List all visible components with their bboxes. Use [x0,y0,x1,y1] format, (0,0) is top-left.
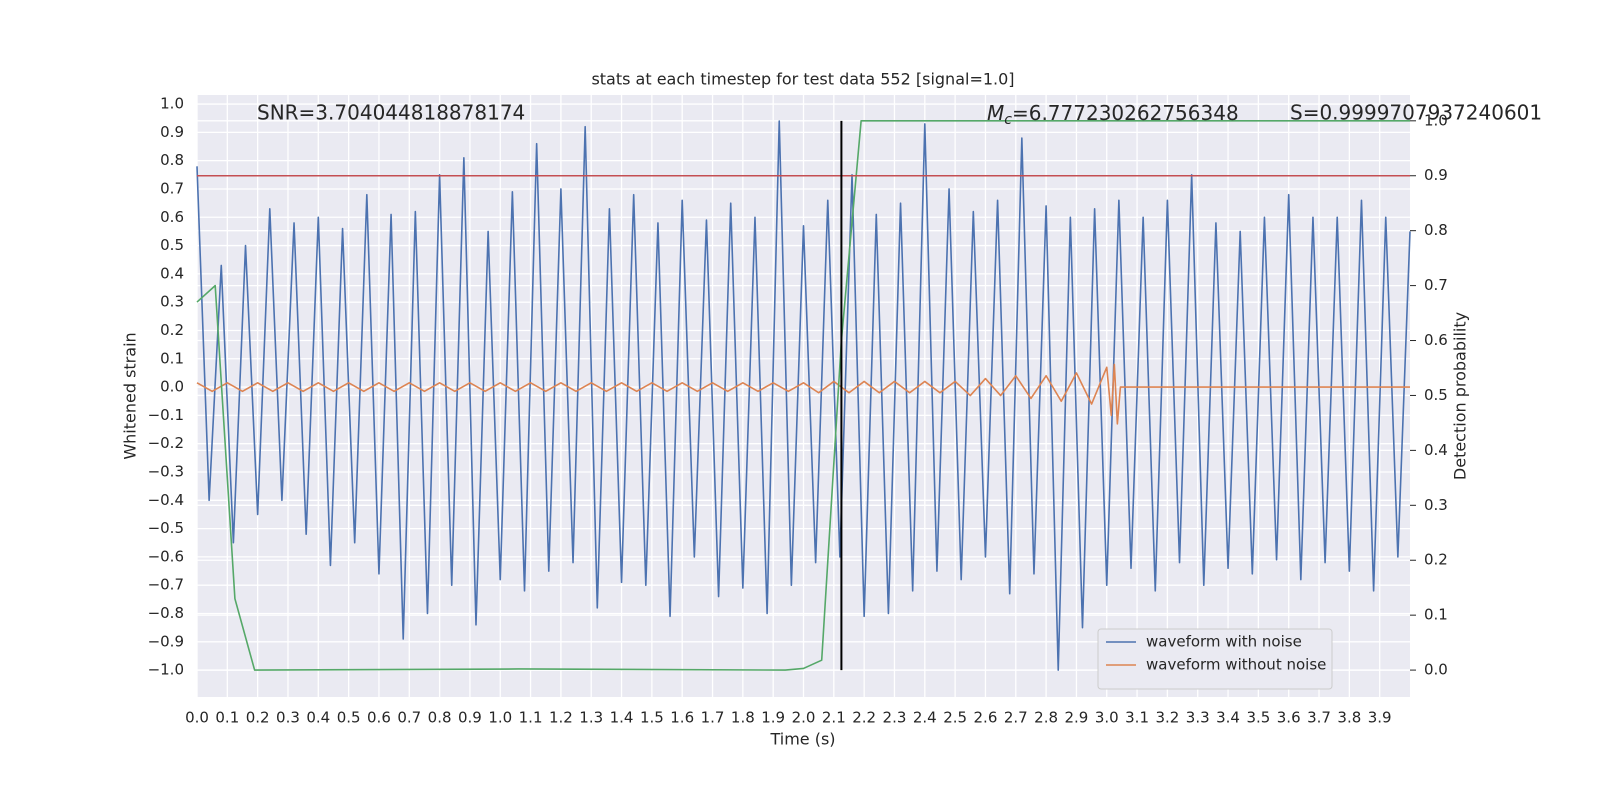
x-tick-label: 1.2 [549,709,573,727]
legend-label: waveform without noise [1146,656,1326,674]
y-tick-label: 0.3 [160,293,184,311]
series-line [196,120,1411,671]
annotation-text: =6.777230262756348 [1012,101,1239,125]
x-tick-label: 3.4 [1216,709,1240,727]
y-tick-label: −0.7 [148,576,184,594]
y-tick-label: 0.9 [160,123,184,141]
legend-label: waveform with noise [1146,633,1302,651]
x-tick-label: 3.5 [1246,709,1270,727]
y2-tick-label: 0.0 [1424,661,1448,679]
y2-tick-label: 1.0 [1424,111,1448,129]
x-tick-label: 2.6 [974,709,998,727]
x-tick-label: 0.7 [397,709,421,727]
y2-tick-label: 0.9 [1424,166,1448,184]
y-tick-label: 0.2 [160,321,184,339]
x-tick-label: 1.0 [488,709,512,727]
x-tick-label: 0.5 [337,709,361,727]
y-tick-label: 1.0 [160,95,184,113]
annotation: SNR=3.704044818878174 [257,101,525,125]
x-tick-label: 1.9 [761,709,785,727]
x-tick-label: 2.7 [1004,709,1028,727]
series-line [196,120,1410,671]
y2-axis-label: Detection probability [1451,312,1470,480]
annotation: Mc=6.777230262756348 [987,101,1239,129]
y-tick-label: 0.8 [160,151,184,169]
y-tick-label: −0.6 [148,547,184,565]
y2-tick-label: 0.8 [1424,221,1448,239]
y-tick-label: −0.5 [148,519,184,537]
x-tick-label: 2.0 [792,709,816,727]
x-tick-label: 0.6 [367,709,391,727]
x-tick-label: 3.3 [1186,709,1210,727]
y-axis-label: Whitened strain [121,332,140,459]
x-tick-label: 1.4 [610,709,634,727]
x-tick-label: 2.2 [852,709,876,727]
x-axis-label: Time (s) [769,730,835,749]
y2-tick-label: 0.6 [1424,331,1448,349]
y2-tick-label: 0.2 [1424,551,1448,569]
y2-tick-label: 0.5 [1424,386,1448,404]
x-tick-label: 1.3 [579,709,603,727]
x-tick-label: 0.1 [215,709,239,727]
y-tick-label: 0.1 [160,349,184,367]
x-tick-label: 3.8 [1337,709,1361,727]
x-tick-label: 3.2 [1155,709,1179,727]
y-tick-label: −1.0 [148,661,184,679]
x-tick-label: 3.0 [1095,709,1119,727]
series-line [196,363,1410,425]
chart-title: stats at each timestep for test data 552… [591,70,1014,89]
y-tick-label: −0.9 [148,632,184,650]
y-tick-label: 0.7 [160,179,184,197]
x-tick-label: 1.7 [701,709,725,727]
y-tick-label: −0.3 [148,462,184,480]
x-tick-label: 0.3 [276,709,300,727]
annotation: S=0.9999707937240601 [1290,101,1542,125]
x-tick-label: 2.8 [1034,709,1058,727]
y-tick-label: 0.0 [160,378,184,396]
x-tick-label: 2.4 [913,709,937,727]
x-tick-label: 2.5 [943,709,967,727]
y-tick-label: −0.1 [148,406,184,424]
x-tick-label: 3.9 [1368,709,1392,727]
x-tick-label: 2.9 [1064,709,1088,727]
x-tick-label: 0.8 [428,709,452,727]
x-tick-label: 3.6 [1277,709,1301,727]
y2-tick-label: 0.7 [1424,276,1448,294]
x-tick-label: 0.4 [306,709,330,727]
x-tick-label: 0.0 [185,709,209,727]
x-tick-label: 1.8 [731,709,755,727]
x-tick-label: 0.9 [458,709,482,727]
x-tick-label: 1.1 [519,709,543,727]
y-tick-label: −0.8 [148,604,184,622]
y-tick-label: 0.4 [160,264,184,282]
annotation-symbol: M [987,101,1004,125]
legend-box [1097,628,1333,690]
y2-tick-label: 0.3 [1424,496,1448,514]
x-tick-label: 3.1 [1125,709,1149,727]
x-tick-label: 1.6 [670,709,694,727]
y-tick-label: −0.2 [148,434,184,452]
annotation-subscript: c [1004,112,1012,128]
x-tick-label: 2.1 [822,709,846,727]
x-tick-label: 3.7 [1307,709,1331,727]
x-tick-label: 2.3 [883,709,907,727]
y-tick-label: 0.6 [160,208,184,226]
y-tick-label: −0.4 [148,491,184,509]
y2-tick-label: 0.4 [1424,441,1448,459]
y-tick-label: 0.5 [160,236,184,254]
x-tick-label: 0.2 [246,709,270,727]
x-tick-label: 1.5 [640,709,664,727]
y2-tick-label: 0.1 [1424,606,1448,624]
